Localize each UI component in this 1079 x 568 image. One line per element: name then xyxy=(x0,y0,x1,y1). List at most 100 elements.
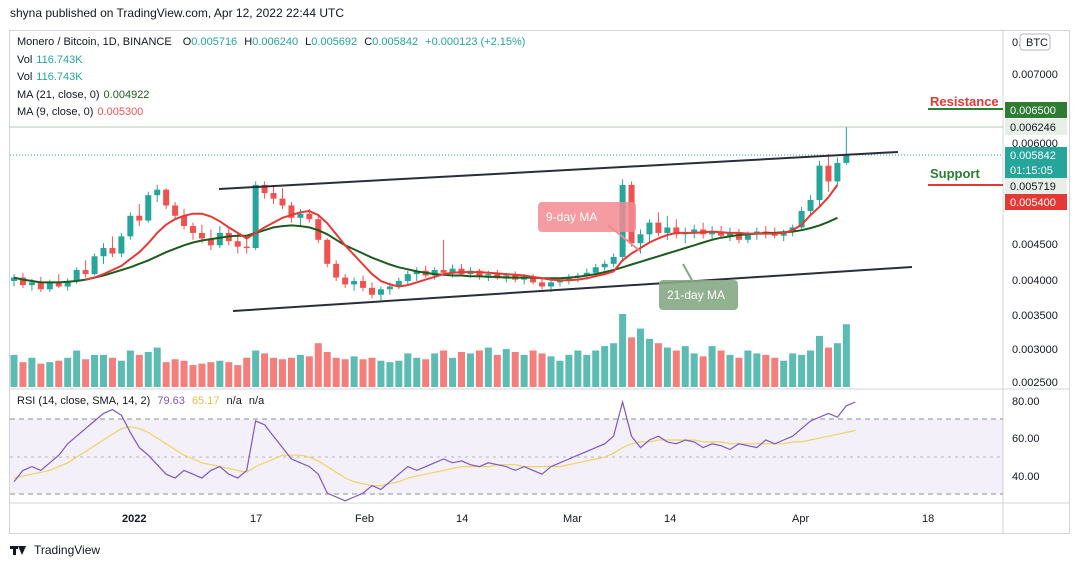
candle-body xyxy=(709,231,716,235)
volume-bar xyxy=(780,360,788,387)
volume-bar xyxy=(484,347,492,387)
candle-body xyxy=(351,281,358,285)
candle-body xyxy=(377,289,384,295)
volume-bar xyxy=(225,362,233,387)
upper-trend-line[interactable] xyxy=(218,151,899,190)
volume-bar xyxy=(547,356,555,387)
volume-bar xyxy=(824,347,832,387)
volume-bar xyxy=(592,350,600,387)
candle-body xyxy=(404,274,411,281)
time-tick: 2022 xyxy=(122,513,146,525)
candle-body xyxy=(610,256,617,264)
candle-body xyxy=(655,222,662,233)
candle-body xyxy=(565,277,572,281)
candle-body xyxy=(718,231,725,236)
time-tick: 14 xyxy=(664,513,676,525)
volume-bar xyxy=(279,359,286,387)
volume-bar xyxy=(377,360,385,387)
volume-bar xyxy=(359,359,367,387)
candle-body xyxy=(46,282,53,290)
volume-bar xyxy=(798,354,806,387)
volume-bar xyxy=(404,353,412,387)
footer-brand: TradingView xyxy=(34,543,101,557)
close-value: 0.005842 xyxy=(372,36,419,48)
candle-body xyxy=(673,227,680,235)
ma9-label: MA (9, close, 0) xyxy=(17,106,94,118)
candle-body xyxy=(637,234,644,244)
candle-body xyxy=(601,263,608,268)
ma9-value: 0.005300 xyxy=(97,106,144,118)
price-badge xyxy=(1005,102,1067,118)
vol-value: 116.743K xyxy=(36,53,83,66)
volume-bar xyxy=(440,350,448,387)
price-tick: 0.004000 xyxy=(1012,275,1058,287)
volume-bar xyxy=(287,357,295,387)
candle-body xyxy=(91,256,98,275)
candle-body xyxy=(82,270,89,275)
volume-bar xyxy=(91,354,99,387)
volume-bar xyxy=(645,338,653,387)
candle-body xyxy=(431,270,438,276)
volume-bar xyxy=(431,353,439,387)
candle-body xyxy=(118,236,125,254)
currency-badge[interactable]: BTC xyxy=(1019,33,1051,51)
candle-body xyxy=(360,281,367,288)
candle-body xyxy=(664,227,671,233)
volume-bar xyxy=(305,356,313,387)
volume-bar xyxy=(243,357,251,387)
candle-body xyxy=(154,189,161,196)
candle-body xyxy=(73,270,80,281)
high-value: 0.006240 xyxy=(252,36,299,48)
lower-trend-line[interactable] xyxy=(232,266,913,312)
volume-bar xyxy=(64,357,72,387)
rsi-na-value: n/a xyxy=(248,395,265,407)
candle-body xyxy=(261,184,268,194)
support-label: Support xyxy=(930,166,980,181)
volume-bar xyxy=(386,362,394,387)
volume-bar xyxy=(574,350,582,387)
chart-legend: Monero / Bitcoin, 1D, BINANCE O0.005716 … xyxy=(17,34,525,122)
price-badge xyxy=(1005,162,1067,178)
ma21-callout: 21-day MA xyxy=(659,263,738,310)
volume-bar xyxy=(55,360,63,387)
volume-bar xyxy=(171,359,179,387)
candle-body xyxy=(816,165,823,200)
volume-bar xyxy=(789,353,797,387)
candle-body xyxy=(646,222,653,235)
volume-bar xyxy=(314,343,322,387)
volume-bar xyxy=(153,347,161,387)
volume-bar xyxy=(708,346,716,387)
volume-bar xyxy=(234,365,242,387)
volume-bar xyxy=(493,354,501,387)
rsi-axis: 80.00 60.00 40.00 xyxy=(1012,396,1040,483)
symbol-title[interactable]: Monero / Bitcoin, 1D, BINANCE xyxy=(17,36,172,48)
rsi-line xyxy=(13,399,856,502)
candle-body xyxy=(798,210,805,228)
volume-bar xyxy=(807,350,815,387)
candle-body xyxy=(163,189,170,206)
volume-bar xyxy=(413,357,421,387)
volume-bar xyxy=(816,335,823,387)
rsi-label[interactable]: RSI (14, close, SMA, 14, 2) xyxy=(17,395,151,407)
volume-bar xyxy=(699,356,707,387)
candle-body xyxy=(395,281,402,287)
volume-bar xyxy=(19,362,27,387)
candle-body xyxy=(270,193,277,199)
candle-body xyxy=(727,232,733,236)
candle-body xyxy=(449,268,456,273)
candle-body xyxy=(288,205,295,218)
price-tick: 0.004500 xyxy=(1012,239,1058,251)
volume-bar xyxy=(422,359,430,387)
volume-bar xyxy=(520,354,528,387)
volume-bar xyxy=(332,357,340,387)
candle-body xyxy=(386,286,393,290)
volume-bar xyxy=(565,354,573,387)
high-label: H xyxy=(244,36,253,48)
rsi-value: 79.63 xyxy=(157,395,185,407)
candle-body xyxy=(172,205,179,216)
volume-bar xyxy=(511,351,519,387)
volume-bar xyxy=(126,350,134,387)
price-badge xyxy=(1005,119,1067,135)
candle-body xyxy=(440,270,447,273)
